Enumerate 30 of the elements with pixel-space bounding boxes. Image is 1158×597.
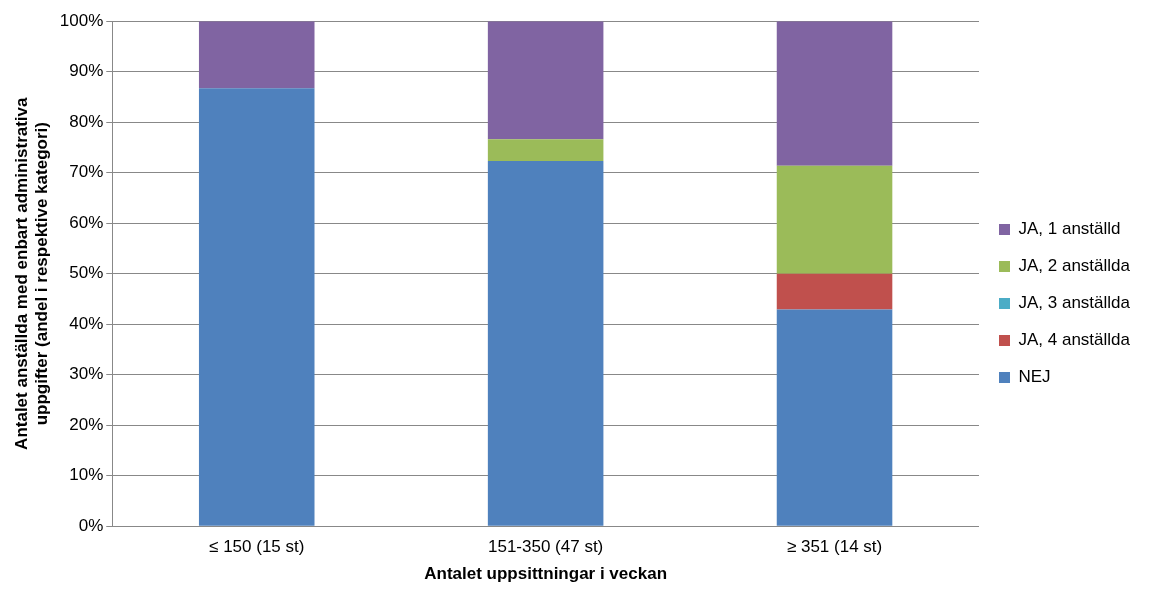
legend-label: JA, 3 anställda [1018, 293, 1131, 313]
y-tick-label: 100% [59, 10, 104, 30]
bar [198, 21, 315, 89]
y-axis-title: Antalet anställda med enbart administrativa uppgifter (andel i respektive kategori) [11, 96, 52, 450]
bar [776, 21, 893, 166]
y-tick-label: 50% [69, 263, 104, 283]
bar [776, 309, 893, 526]
y-tick-label: 10% [69, 465, 104, 485]
bar [198, 88, 315, 526]
y-tick-label: 80% [69, 111, 104, 131]
y-tick-label: 60% [69, 212, 104, 232]
y-tick-label: 20% [69, 414, 104, 434]
legend-label: JA, 2 anställda [1018, 256, 1131, 276]
y-tick-label: 0% [78, 515, 104, 535]
x-tick-label: ≥ 351 (14 st) [786, 537, 883, 557]
legend-label: NEJ [1018, 367, 1051, 387]
x-axis-title: Antalet uppsittningar i veckan [424, 564, 668, 584]
x-tick-label: 151-350 (47 st) [487, 537, 604, 557]
bar [487, 139, 604, 162]
bar [776, 273, 893, 310]
bar [776, 165, 893, 274]
legend-label: JA, 1 anställd [1018, 219, 1121, 239]
y-tick-label: 30% [69, 364, 104, 384]
bar [487, 21, 604, 140]
x-tick-label: ≤ 150 (15 st) [209, 537, 305, 557]
legend-label: JA, 4 anställda [1018, 330, 1131, 350]
y-tick-label: 70% [69, 162, 104, 182]
y-tick-label: 40% [69, 313, 104, 333]
y-tick-label: 90% [69, 61, 104, 81]
bar [487, 161, 604, 526]
